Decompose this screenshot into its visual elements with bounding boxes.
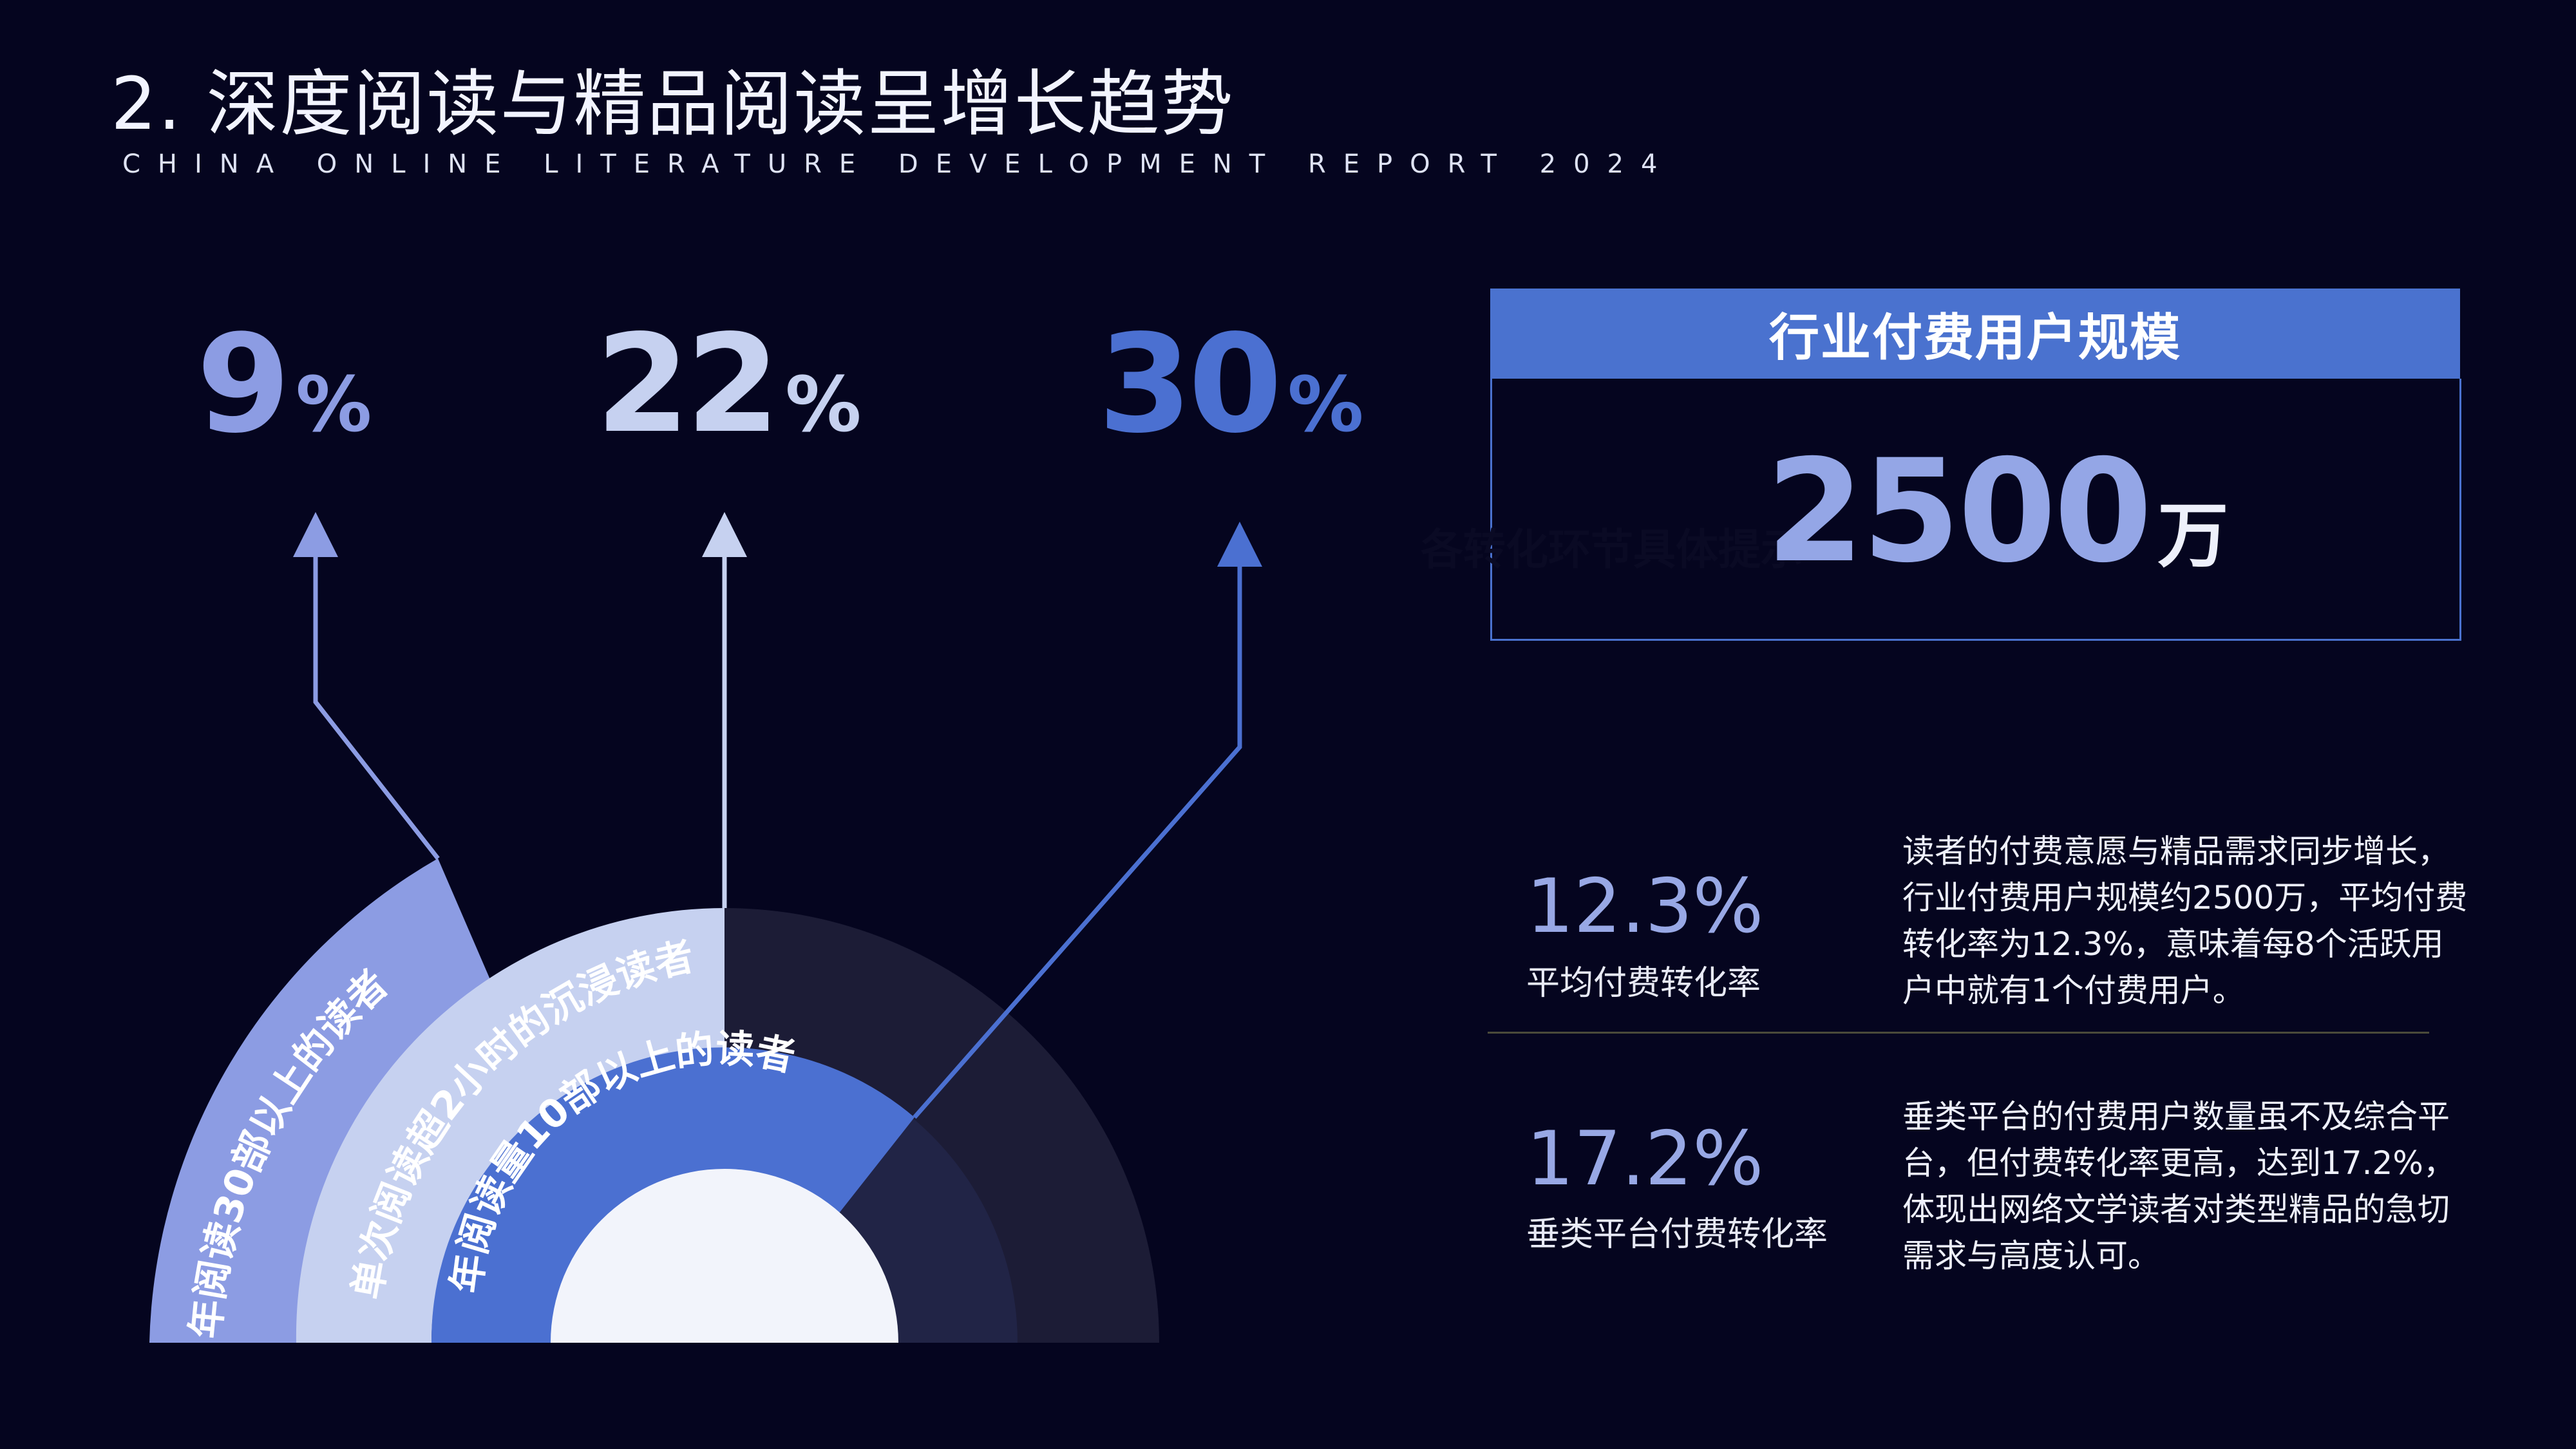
arc-band-30 bbox=[431, 1047, 914, 1343]
stat-unit: % bbox=[296, 360, 372, 449]
arc-band-9 bbox=[149, 858, 493, 1343]
paid-users-value: 2500 万 bbox=[1766, 440, 2228, 582]
avg-conversion-label: 平均付费转化率 bbox=[1526, 964, 1761, 1003]
avg-conversion-value: 12.3% bbox=[1526, 863, 1764, 950]
vertical-conversion-value: 17.2% bbox=[1526, 1115, 1764, 1202]
paid-users-box-header: 行业付费用户规模 bbox=[1490, 289, 2460, 379]
hidden-hint-text: 各转化环节具体提示 bbox=[1421, 525, 1803, 574]
page-subtitle: CHINA ONLINE LITERATURE DEVELOPMENT REPO… bbox=[122, 149, 1675, 179]
vertical-conversion-label: 垂类平台付费转化率 bbox=[1526, 1215, 1828, 1254]
paid-users-box bbox=[1490, 379, 2461, 641]
divider bbox=[1488, 1032, 2429, 1034]
avg-conversion-description: 读者的付费意愿与精品需求同步增长，行业付费用户规模约2500万，平均付费转化率为… bbox=[1902, 833, 2468, 1009]
reader-arc-diagram: 年阅读30部以上的读者 单次阅读超2小时的沉浸读者 年阅读量10部以上的读者 bbox=[149, 512, 1262, 1343]
arc-band-22 bbox=[296, 908, 724, 1343]
stat-22-percent: 22% bbox=[596, 317, 861, 452]
stat-30-percent: 30% bbox=[1098, 317, 1363, 452]
arc-center bbox=[551, 1169, 898, 1343]
paid-users-number: 2500 bbox=[1766, 429, 2152, 594]
stat-unit: % bbox=[785, 360, 862, 449]
stat-value: 30 bbox=[1098, 305, 1282, 463]
arrow-9 bbox=[293, 512, 440, 860]
stat-value: 9 bbox=[196, 305, 290, 463]
stat-value: 22 bbox=[596, 305, 780, 463]
arrow-30 bbox=[913, 522, 1262, 1119]
page-title: 2. 深度阅读与精品阅读呈增长趋势 bbox=[111, 62, 1235, 146]
vertical-conversion-description: 垂类平台的付费用户数量虽不及综合平台，但付费转化率更高，达到17.2%，体现出网… bbox=[1902, 1098, 2456, 1274]
stat-9-percent: 9% bbox=[196, 317, 372, 452]
paid-users-unit: 万 bbox=[2157, 495, 2229, 577]
stat-unit: % bbox=[1287, 360, 1364, 449]
